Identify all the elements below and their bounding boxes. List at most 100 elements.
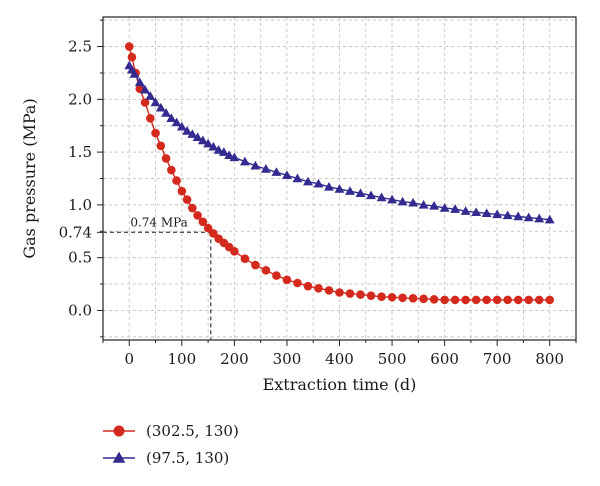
y-tick-label: 1.5 <box>68 143 92 161</box>
data-point <box>140 98 150 107</box>
data-point <box>134 77 145 87</box>
data-point <box>282 275 292 285</box>
data-point <box>524 295 533 305</box>
data-point <box>366 291 376 300</box>
data-point <box>418 199 429 209</box>
data-point <box>492 209 503 219</box>
y-tick-label: 2.5 <box>68 38 92 56</box>
data-point <box>408 197 419 207</box>
x-tick-label: 300 <box>273 350 302 368</box>
data-point <box>345 289 355 298</box>
data-point <box>151 128 160 138</box>
legend-label: (97.5, 130) <box>146 449 229 467</box>
data-point <box>166 113 177 123</box>
data-point <box>450 204 461 213</box>
series-2 <box>124 60 555 224</box>
data-point <box>502 210 513 220</box>
tick-labels: 0 100 200 300 400 500 600 700 800 0.0 0.5 0.74 1.0 1.… <box>59 38 564 368</box>
data-point <box>127 52 137 62</box>
x-tick-label: 500 <box>378 350 407 368</box>
data-point <box>188 203 197 213</box>
data-point <box>482 295 491 305</box>
data-point <box>145 91 156 100</box>
data-point <box>397 196 408 206</box>
y-tick-label: 0.74 <box>59 223 92 241</box>
data-point <box>429 200 440 210</box>
data-point <box>271 167 282 176</box>
data-point <box>193 211 202 220</box>
data-point <box>156 141 166 151</box>
data-point <box>272 271 281 280</box>
data-point <box>192 132 203 142</box>
y-axis-title: Gas pressure (MPa) <box>20 98 39 258</box>
data-point <box>229 152 240 162</box>
data-point <box>124 42 134 51</box>
data-point <box>334 184 345 193</box>
legend: (302.5, 130) (97.5, 130) <box>103 422 239 467</box>
data-point <box>260 164 271 173</box>
data-point <box>523 212 534 222</box>
legend-marker <box>113 425 125 437</box>
y-tick-label: 0.5 <box>68 249 92 267</box>
data-point <box>182 195 192 204</box>
data-point <box>492 295 502 305</box>
data-point <box>303 281 313 291</box>
data-point <box>177 186 187 196</box>
data-point <box>313 178 324 188</box>
data-point <box>261 266 271 275</box>
annotation-guides <box>103 231 212 340</box>
data-point <box>335 288 344 297</box>
data-point <box>239 156 250 166</box>
data-point <box>503 295 512 305</box>
data-point <box>182 126 193 135</box>
data-point <box>471 295 481 305</box>
data-point <box>240 254 250 264</box>
x-tick-label: 0 <box>125 350 135 368</box>
data-point <box>534 213 545 223</box>
data-point <box>250 160 261 170</box>
data-point <box>366 190 376 200</box>
series-group <box>124 42 555 305</box>
data-point <box>150 97 161 107</box>
x-tick-label: 700 <box>483 350 512 368</box>
data-point <box>213 145 224 154</box>
y-tick-label: 1.0 <box>68 196 92 214</box>
series-line <box>128 65 550 221</box>
y-tick-label: 0.0 <box>68 301 92 319</box>
x-tick-label: 800 <box>535 350 564 368</box>
data-point <box>481 208 492 218</box>
data-point <box>208 141 219 151</box>
data-point <box>161 108 172 117</box>
data-point <box>224 150 235 159</box>
data-point <box>314 283 323 293</box>
data-point <box>324 181 334 191</box>
data-point <box>155 102 166 112</box>
data-point <box>387 292 397 302</box>
x-tick-label: 200 <box>220 350 249 368</box>
series-line <box>128 46 550 301</box>
data-point <box>440 295 449 305</box>
x-tick-label: 100 <box>168 350 197 368</box>
data-point <box>198 217 208 227</box>
series-1 <box>124 42 555 305</box>
data-point <box>356 290 365 299</box>
data-point <box>471 207 482 216</box>
y-tick-label: 2.0 <box>68 90 92 108</box>
data-point <box>146 114 155 123</box>
data-point <box>230 247 239 256</box>
data-point <box>398 293 407 303</box>
data-point <box>161 154 171 163</box>
data-point <box>355 188 366 197</box>
data-point <box>387 194 398 204</box>
data-point <box>281 170 292 180</box>
data-point <box>544 214 555 224</box>
data-point <box>209 229 218 238</box>
legend-item: (302.5, 130) <box>103 422 239 440</box>
data-point <box>171 117 182 127</box>
data-point <box>129 69 140 78</box>
data-point <box>460 206 471 215</box>
data-point <box>167 165 176 175</box>
data-point <box>345 186 355 195</box>
data-point <box>461 295 470 305</box>
